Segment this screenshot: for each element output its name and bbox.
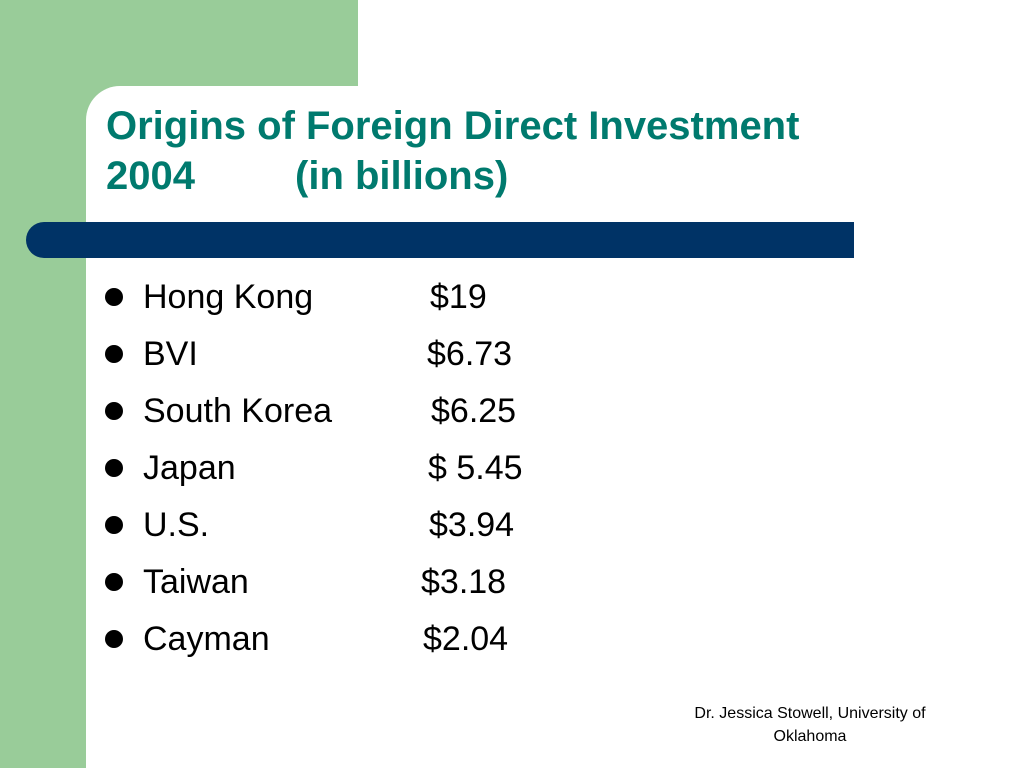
list-item-japan: Japan $ 5.45 (0, 446, 600, 490)
country-label: Japan (143, 449, 236, 487)
amount-value: $6.73 (427, 335, 513, 373)
list-item-bvi: BVI $6.73 (0, 332, 600, 376)
slide-footer-credit: Dr. Jessica Stowell, University of Oklah… (660, 702, 960, 748)
bullet-icon (105, 573, 123, 591)
amount-value: $6.25 (431, 392, 517, 430)
slide-title-line-2: 2004 (in billions) (106, 154, 509, 198)
amount-value: $19 (430, 278, 487, 316)
bullet-icon (105, 345, 123, 363)
list-item-hong-kong: Hong Kong $19 (0, 275, 600, 319)
country-label: BVI (143, 335, 198, 373)
slide-content-panel (86, 86, 1024, 768)
country-label: Cayman (143, 620, 270, 658)
country-label: South Korea (143, 392, 333, 430)
list-item-us: U.S. $3.94 (0, 503, 600, 547)
title-divider-bar (26, 222, 854, 258)
list-item-taiwan: Taiwan $3.18 (0, 560, 600, 604)
bullet-icon (105, 288, 123, 306)
amount-value: $3.18 (421, 563, 507, 601)
list-item-cayman: Cayman $2.04 (0, 617, 600, 661)
footer-line-1: Dr. Jessica Stowell, University of (694, 705, 926, 722)
slide-title-line-1: Origins of Foreign Direct Investment (106, 104, 800, 148)
amount-value: $2.04 (423, 620, 509, 658)
bullet-icon (105, 630, 123, 648)
bullet-icon (105, 516, 123, 534)
bullet-icon (105, 402, 123, 420)
bullet-icon (105, 459, 123, 477)
footer-line-2: Oklahoma (773, 728, 847, 745)
country-label: Taiwan (143, 563, 249, 601)
country-label: Hong Kong (143, 278, 314, 316)
country-label: U.S. (143, 506, 210, 544)
amount-value: $ 5.45 (428, 449, 523, 487)
list-item-south-korea: South Korea $6.25 (0, 389, 600, 433)
amount-value: $3.94 (429, 506, 515, 544)
